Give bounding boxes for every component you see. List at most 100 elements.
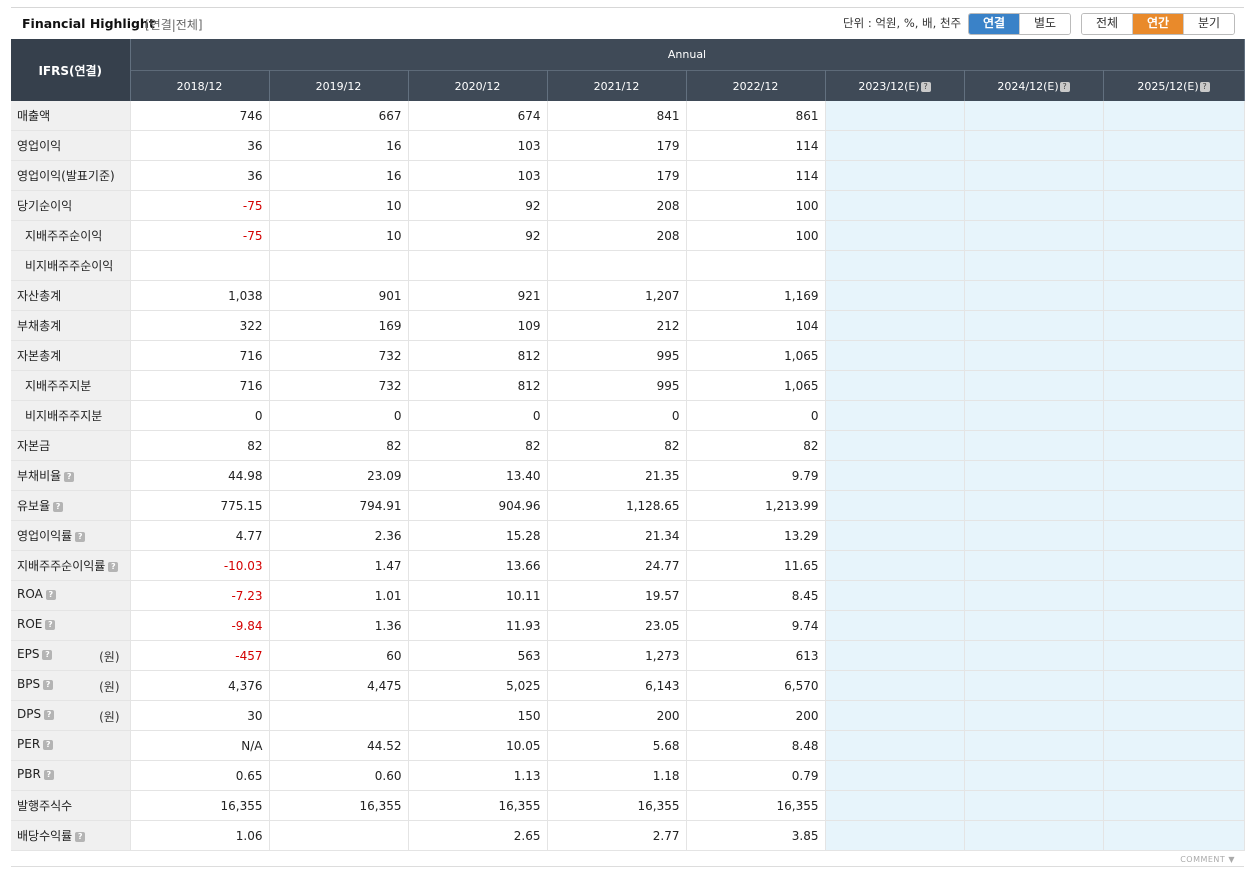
estimate-cell [825, 520, 965, 551]
value-cell: 3.85 [686, 820, 826, 851]
row-label: 영업이익 [17, 139, 62, 153]
value-cell: 9.79 [686, 460, 826, 491]
row-label-cell: 자본금 [11, 430, 131, 461]
value-cell: 1,065 [686, 370, 826, 401]
value-cell: 16,355 [269, 790, 409, 821]
table-row: 비지배주주순이익 [11, 250, 1245, 281]
financial-highlight-table: IFRS(연결) Annual 2018/12 2019/12 2020/12 202… [11, 39, 1245, 851]
table-row: 당기순이익 -75 10 92 208 100 [11, 190, 1245, 221]
table-row: 지배주주순이익 -75 10 92 208 100 [11, 220, 1245, 251]
column-header-label: 2018/12 [176, 79, 223, 93]
estimate-cell [1103, 760, 1245, 791]
tab-consolidated[interactable]: 연결 [969, 14, 1019, 34]
help-icon[interactable]: ? [44, 710, 55, 720]
value-cell: 13.29 [686, 520, 826, 551]
value-cell: 995 [547, 370, 687, 401]
table-row: 영업이익 36 16 103 179 114 [11, 130, 1245, 161]
tab-separate[interactable]: 별도 [1019, 14, 1070, 34]
column-header-0: 2018/12 [130, 70, 270, 101]
help-icon[interactable]: ? [1059, 81, 1070, 92]
value-cell: 0.79 [686, 760, 826, 791]
row-label: BPS [17, 677, 41, 691]
top-divider [11, 7, 1244, 8]
estimate-cell [964, 580, 1104, 611]
row-label-cell: 매출액 [11, 101, 131, 131]
column-header-5: 2023/12(E)? [825, 70, 965, 101]
value-cell: 1,213.99 [686, 490, 826, 521]
value-cell: 794.91 [269, 490, 409, 521]
tab-annual[interactable]: 연간 [1132, 14, 1183, 34]
value-cell: 4,376 [130, 670, 270, 701]
value-cell: 4,475 [269, 670, 409, 701]
help-icon[interactable]: ? [75, 532, 86, 542]
estimate-cell [964, 520, 1104, 551]
help-icon[interactable]: ? [75, 832, 86, 842]
row-label: 발행주식수 [17, 799, 73, 813]
row-label-cell: 유보율? [11, 490, 131, 521]
estimate-cell [1103, 400, 1245, 431]
column-header-4: 2022/12 [686, 70, 826, 101]
help-icon[interactable]: ? [920, 81, 931, 92]
value-cell: 6,143 [547, 670, 687, 701]
help-icon[interactable]: ? [45, 620, 56, 630]
tab-quarterly[interactable]: 분기 [1183, 14, 1234, 34]
range-toggle: 전체 연간 분기 [1081, 13, 1235, 35]
estimate-cell [1103, 460, 1245, 491]
estimate-cell [964, 820, 1104, 851]
row-label: 매출액 [17, 109, 51, 123]
column-header-label: 2025/12(E) [1137, 79, 1199, 93]
help-icon[interactable]: ? [1199, 81, 1210, 92]
value-cell: 10 [269, 220, 409, 251]
row-label: 유보율 [17, 499, 51, 513]
bottom-divider [11, 866, 1244, 867]
help-icon[interactable]: ? [42, 650, 53, 660]
help-icon[interactable]: ? [45, 590, 56, 600]
value-cell: 0 [686, 400, 826, 431]
value-cell: 15.28 [408, 520, 548, 551]
row-label: 부채총계 [17, 319, 62, 333]
column-header-label: 2019/12 [315, 79, 362, 93]
value-cell: 9.74 [686, 610, 826, 641]
column-header-2: 2020/12 [408, 70, 548, 101]
value-cell: 1.06 [130, 820, 270, 851]
estimate-cell [1103, 250, 1245, 281]
table-row: EPS? (원) -457 60 563 1,273 613 [11, 640, 1245, 671]
help-icon[interactable]: ? [64, 472, 75, 482]
value-cell: 732 [269, 370, 409, 401]
value-cell: 812 [408, 370, 548, 401]
help-icon[interactable]: ? [108, 562, 119, 572]
estimate-cell [1103, 550, 1245, 581]
row-label-cell: 자본총계 [11, 340, 131, 371]
table-row: 배당수익률? 1.06 2.65 2.77 3.85 [11, 820, 1245, 851]
comment-toggle[interactable]: COMMENT ▼ [1180, 855, 1235, 864]
value-cell: 0 [547, 400, 687, 431]
help-icon[interactable]: ? [43, 680, 54, 690]
row-label: DPS [17, 707, 42, 721]
value-cell: 1.13 [408, 760, 548, 791]
row-label: 지배주주순이익률 [17, 559, 106, 573]
value-cell: 16,355 [547, 790, 687, 821]
estimate-cell [825, 610, 965, 641]
value-cell: -9.84 [130, 610, 270, 641]
value-cell: 13.40 [408, 460, 548, 491]
tab-all[interactable]: 전체 [1082, 14, 1132, 34]
estimate-cell [1103, 130, 1245, 161]
column-header-1: 2019/12 [269, 70, 409, 101]
estimate-cell [825, 640, 965, 671]
value-cell: -75 [130, 190, 270, 221]
estimate-cell [964, 550, 1104, 581]
help-icon[interactable]: ? [43, 740, 54, 750]
estimate-cell [825, 340, 965, 371]
value-cell: 82 [408, 430, 548, 461]
help-icon[interactable]: ? [43, 770, 54, 780]
row-label-cell: 당기순이익 [11, 190, 131, 221]
value-cell: 92 [408, 220, 548, 251]
value-cell: 150 [408, 700, 548, 731]
estimate-cell [964, 670, 1104, 701]
estimate-cell [1103, 430, 1245, 461]
value-cell: 82 [269, 430, 409, 461]
table-row: 부채비율? 44.98 23.09 13.40 21.35 9.79 [11, 460, 1245, 491]
estimate-cell [1103, 640, 1245, 671]
help-icon[interactable]: ? [53, 502, 64, 512]
estimate-cell [964, 250, 1104, 281]
